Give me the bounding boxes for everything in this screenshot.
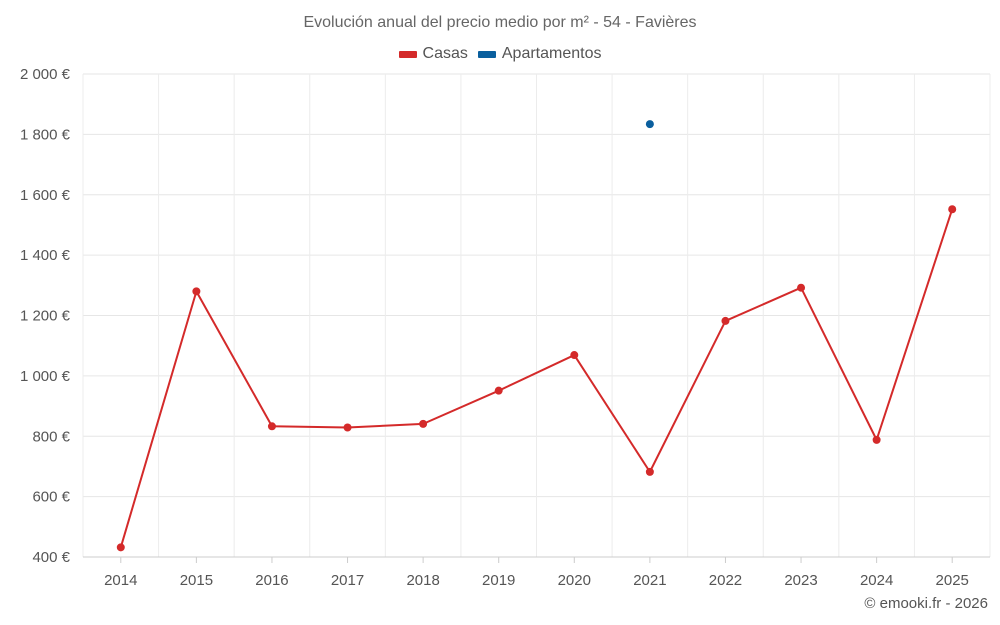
y-tick-label: 1 600 €	[20, 187, 71, 204]
data-point-casas	[267, 422, 276, 431]
x-tick-label: 2023	[784, 572, 817, 589]
x-tick-label: 2025	[936, 572, 969, 589]
y-tick-label: 1 000 €	[20, 368, 71, 385]
legend-label-casas: Casas	[422, 45, 468, 62]
y-tick-label: 800 €	[32, 428, 70, 445]
legend-label-apartamentos: Apartamentos	[501, 45, 602, 62]
legend-item-apartamentos[interactable]: Apartamentos	[477, 45, 602, 63]
data-point-casas	[570, 351, 579, 360]
x-tick-label: 2021	[633, 572, 666, 589]
data-point-casas	[343, 423, 352, 432]
legend: Casas Apartamentos	[0, 45, 1000, 63]
x-tick-label: 2014	[104, 572, 137, 589]
x-tick-label: 2022	[709, 572, 742, 589]
legend-item-casas[interactable]: Casas	[398, 45, 468, 63]
credit-text: © emooki.fr - 2026	[864, 595, 988, 612]
data-point-casas	[116, 543, 125, 552]
x-tick-label: 2016	[255, 572, 288, 589]
data-point-apartamentos	[645, 120, 654, 129]
legend-swatch-casas	[398, 50, 417, 58]
data-point-casas	[872, 435, 881, 444]
data-point-casas	[645, 467, 654, 476]
data-point-casas	[948, 205, 957, 214]
x-tick-label: 2018	[406, 572, 439, 589]
x-tick-label: 2024	[860, 572, 893, 589]
data-point-casas	[721, 316, 730, 325]
y-tick-label: 1 200 €	[20, 308, 71, 325]
y-tick-label: 600 €	[32, 489, 70, 506]
x-tick-label: 2020	[558, 572, 591, 589]
series-line-casas	[119, 208, 954, 548]
data-point-casas	[192, 287, 201, 296]
y-tick-label: 400 €	[32, 549, 70, 566]
y-tick-label: 1 400 €	[20, 247, 71, 264]
data-point-casas	[494, 386, 503, 395]
data-point-casas	[419, 419, 428, 428]
legend-swatch-apartamentos	[477, 50, 496, 58]
data-point-casas	[797, 283, 806, 292]
chart-title: Evolución anual del precio medio por m² …	[303, 14, 697, 31]
x-tick-label: 2019	[482, 572, 515, 589]
x-tick-label: 2015	[180, 572, 213, 589]
x-tick-label: 2017	[331, 572, 364, 589]
y-tick-label: 2 000 €	[20, 66, 71, 83]
y-tick-label: 1 800 €	[20, 126, 71, 143]
